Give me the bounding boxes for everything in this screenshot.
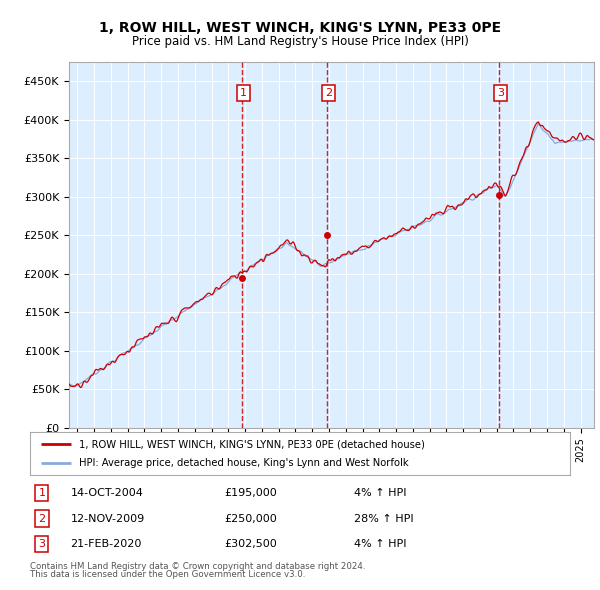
Text: £195,000: £195,000: [224, 488, 277, 498]
Text: 2: 2: [325, 88, 332, 98]
Text: Price paid vs. HM Land Registry's House Price Index (HPI): Price paid vs. HM Land Registry's House …: [131, 35, 469, 48]
Text: Contains HM Land Registry data © Crown copyright and database right 2024.: Contains HM Land Registry data © Crown c…: [30, 562, 365, 571]
Text: 3: 3: [497, 88, 504, 98]
Text: This data is licensed under the Open Government Licence v3.0.: This data is licensed under the Open Gov…: [30, 570, 305, 579]
Text: £250,000: £250,000: [224, 514, 277, 523]
Text: 4% ↑ HPI: 4% ↑ HPI: [354, 539, 407, 549]
Text: 1: 1: [240, 88, 247, 98]
Text: 3: 3: [38, 539, 46, 549]
Text: 4% ↑ HPI: 4% ↑ HPI: [354, 488, 407, 498]
Text: 21-FEB-2020: 21-FEB-2020: [71, 539, 142, 549]
Text: 1: 1: [38, 488, 46, 498]
Text: 2: 2: [38, 514, 46, 523]
Text: 28% ↑ HPI: 28% ↑ HPI: [354, 514, 413, 523]
Text: HPI: Average price, detached house, King's Lynn and West Norfolk: HPI: Average price, detached house, King…: [79, 458, 408, 468]
Text: £302,500: £302,500: [224, 539, 277, 549]
Text: 14-OCT-2004: 14-OCT-2004: [71, 488, 143, 498]
Text: 12-NOV-2009: 12-NOV-2009: [71, 514, 145, 523]
Text: 1, ROW HILL, WEST WINCH, KING'S LYNN, PE33 0PE: 1, ROW HILL, WEST WINCH, KING'S LYNN, PE…: [99, 21, 501, 35]
Text: 1, ROW HILL, WEST WINCH, KING'S LYNN, PE33 0PE (detached house): 1, ROW HILL, WEST WINCH, KING'S LYNN, PE…: [79, 440, 424, 450]
